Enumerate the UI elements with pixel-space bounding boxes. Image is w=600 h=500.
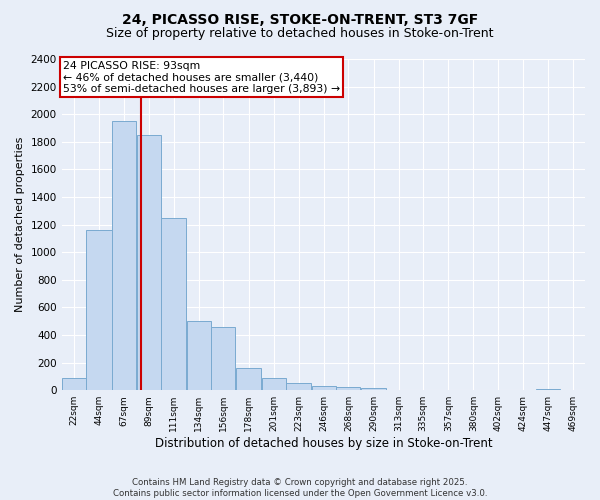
Bar (211, 326, 235, 390)
Y-axis label: Number of detached properties: Number of detached properties (15, 137, 25, 312)
Bar (62, 378, 86, 390)
Bar (86, 230, 112, 390)
Bar (262, 378, 286, 390)
Bar (137, 135, 161, 390)
Bar (361, 388, 386, 390)
Bar (236, 368, 261, 390)
Bar (312, 386, 336, 390)
X-axis label: Distribution of detached houses by size in Stoke-on-Trent: Distribution of detached houses by size … (155, 437, 492, 450)
Bar (536, 389, 560, 390)
Bar (286, 384, 311, 390)
Bar (187, 321, 211, 390)
Bar (337, 388, 361, 390)
Text: Size of property relative to detached houses in Stoke-on-Trent: Size of property relative to detached ho… (106, 28, 494, 40)
Text: 24 PICASSO RISE: 93sqm
← 46% of detached houses are smaller (3,440)
53% of semi-: 24 PICASSO RISE: 93sqm ← 46% of detached… (63, 60, 340, 94)
Bar (161, 218, 187, 390)
Text: Contains HM Land Registry data © Crown copyright and database right 2025.
Contai: Contains HM Land Registry data © Crown c… (113, 478, 487, 498)
Text: 24, PICASSO RISE, STOKE-ON-TRENT, ST3 7GF: 24, PICASSO RISE, STOKE-ON-TRENT, ST3 7G… (122, 12, 478, 26)
Bar (112, 121, 136, 390)
